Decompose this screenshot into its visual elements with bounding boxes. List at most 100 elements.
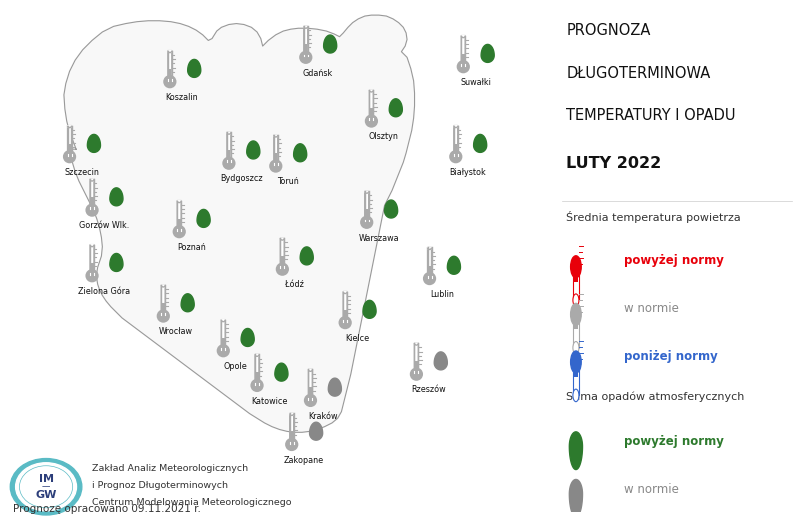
Polygon shape bbox=[110, 188, 123, 206]
Circle shape bbox=[305, 395, 316, 406]
Circle shape bbox=[64, 151, 75, 162]
FancyBboxPatch shape bbox=[227, 132, 231, 158]
FancyBboxPatch shape bbox=[274, 135, 278, 160]
FancyBboxPatch shape bbox=[90, 179, 94, 205]
Text: Suma opadów atmosferycznych: Suma opadów atmosferycznych bbox=[566, 392, 745, 402]
Wedge shape bbox=[343, 292, 347, 293]
Wedge shape bbox=[290, 413, 294, 416]
Polygon shape bbox=[275, 363, 288, 381]
Circle shape bbox=[252, 380, 263, 391]
Bar bbox=[222, 338, 225, 348]
Wedge shape bbox=[428, 247, 432, 250]
Polygon shape bbox=[87, 134, 100, 152]
Text: Kraków: Kraków bbox=[308, 412, 337, 421]
Text: DŁUGOTERMINOWA: DŁUGOTERMINOWA bbox=[566, 66, 710, 80]
Wedge shape bbox=[255, 354, 259, 357]
Wedge shape bbox=[414, 343, 418, 345]
Bar bbox=[461, 54, 465, 64]
Circle shape bbox=[570, 303, 582, 325]
Circle shape bbox=[15, 462, 76, 511]
Circle shape bbox=[570, 256, 582, 278]
Text: w normie: w normie bbox=[624, 482, 679, 495]
Wedge shape bbox=[454, 126, 458, 127]
Polygon shape bbox=[448, 256, 461, 274]
Polygon shape bbox=[110, 254, 123, 271]
Wedge shape bbox=[67, 126, 71, 127]
FancyBboxPatch shape bbox=[414, 343, 418, 369]
Circle shape bbox=[573, 341, 579, 354]
Wedge shape bbox=[90, 179, 94, 181]
Text: Zielona Góra: Zielona Góra bbox=[78, 287, 131, 296]
FancyBboxPatch shape bbox=[308, 370, 312, 395]
Text: Wrocław: Wrocław bbox=[159, 327, 192, 336]
Circle shape bbox=[286, 439, 297, 450]
Wedge shape bbox=[274, 135, 278, 137]
Circle shape bbox=[340, 317, 351, 328]
Text: Gorzów Wlk.: Gorzów Wlk. bbox=[79, 221, 129, 230]
Bar bbox=[574, 366, 578, 377]
Bar bbox=[281, 256, 284, 266]
Text: Prognozę opracowano 09.11.2021 r.: Prognozę opracowano 09.11.2021 r. bbox=[14, 504, 201, 514]
Bar bbox=[274, 153, 277, 163]
Text: Olsztyn: Olsztyn bbox=[368, 132, 399, 141]
Polygon shape bbox=[434, 352, 447, 370]
Text: Łódź: Łódź bbox=[285, 280, 304, 289]
Polygon shape bbox=[473, 134, 487, 152]
Text: Średnia temperatura powietrza: Średnia temperatura powietrza bbox=[566, 211, 741, 223]
Circle shape bbox=[218, 345, 229, 357]
Bar bbox=[304, 44, 308, 54]
Bar bbox=[415, 361, 418, 371]
Circle shape bbox=[570, 351, 582, 373]
Polygon shape bbox=[247, 141, 260, 159]
Wedge shape bbox=[369, 90, 373, 92]
Text: Lublin: Lublin bbox=[430, 290, 453, 299]
Wedge shape bbox=[308, 370, 312, 371]
Polygon shape bbox=[181, 294, 194, 312]
FancyBboxPatch shape bbox=[461, 35, 465, 61]
Bar bbox=[573, 365, 579, 395]
FancyBboxPatch shape bbox=[90, 245, 94, 270]
Circle shape bbox=[573, 294, 579, 306]
FancyBboxPatch shape bbox=[280, 238, 284, 264]
FancyBboxPatch shape bbox=[168, 51, 172, 76]
Circle shape bbox=[223, 158, 235, 169]
Bar bbox=[91, 263, 94, 273]
FancyBboxPatch shape bbox=[369, 90, 373, 115]
Polygon shape bbox=[481, 44, 494, 63]
Wedge shape bbox=[364, 191, 368, 193]
FancyBboxPatch shape bbox=[343, 292, 347, 317]
Polygon shape bbox=[384, 200, 397, 218]
Circle shape bbox=[174, 226, 185, 238]
FancyBboxPatch shape bbox=[304, 26, 308, 52]
Circle shape bbox=[366, 115, 377, 127]
FancyBboxPatch shape bbox=[290, 413, 294, 439]
Bar bbox=[168, 69, 171, 79]
Text: TEMPERATURY I OPADU: TEMPERATURY I OPADU bbox=[566, 108, 736, 123]
Bar bbox=[178, 219, 181, 229]
Text: Centrum Modelowania Meteorologicznego: Centrum Modelowania Meteorologicznego bbox=[92, 497, 292, 506]
Text: LUTY 2022: LUTY 2022 bbox=[566, 156, 662, 171]
Text: Rzeszów: Rzeszów bbox=[411, 385, 446, 395]
Text: Warszawa: Warszawa bbox=[359, 233, 399, 243]
Circle shape bbox=[19, 466, 73, 508]
Polygon shape bbox=[570, 479, 582, 517]
Wedge shape bbox=[168, 51, 172, 53]
Circle shape bbox=[164, 76, 175, 87]
Text: powyżej normy: powyżej normy bbox=[624, 435, 724, 448]
Bar bbox=[227, 150, 231, 160]
Wedge shape bbox=[304, 26, 308, 28]
Circle shape bbox=[457, 61, 469, 72]
FancyBboxPatch shape bbox=[428, 247, 432, 273]
Wedge shape bbox=[280, 238, 284, 240]
Circle shape bbox=[300, 52, 312, 63]
Circle shape bbox=[573, 389, 579, 401]
Bar bbox=[573, 318, 579, 348]
Bar bbox=[574, 271, 578, 282]
FancyBboxPatch shape bbox=[161, 285, 165, 311]
Text: GW: GW bbox=[35, 490, 57, 500]
FancyBboxPatch shape bbox=[177, 200, 181, 226]
Circle shape bbox=[87, 270, 98, 281]
Text: Koszalin: Koszalin bbox=[166, 93, 199, 102]
Polygon shape bbox=[389, 99, 402, 117]
Polygon shape bbox=[300, 247, 313, 265]
